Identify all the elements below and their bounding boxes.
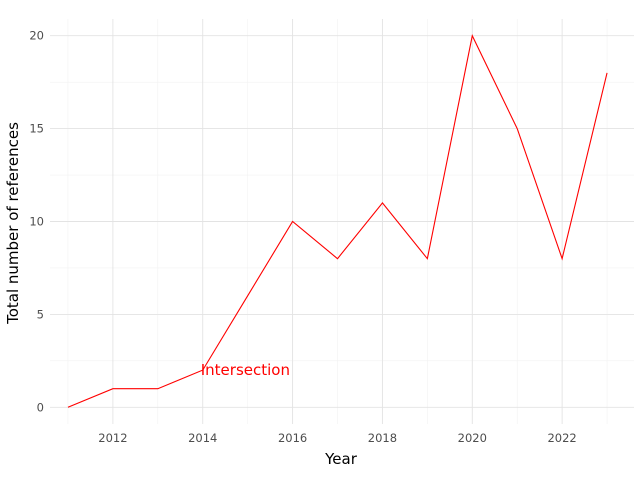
y-tick-label: 10	[29, 215, 44, 229]
annotation-label: Intersection	[201, 361, 290, 379]
x-tick-label: 2016	[278, 431, 307, 445]
x-tick-label: 2020	[458, 431, 487, 445]
annotation-layer: Intersection	[201, 361, 290, 379]
grid	[50, 19, 634, 424]
y-tick-label: 0	[37, 400, 44, 414]
x-axis-title: Year	[324, 450, 358, 468]
x-tick-label: 2018	[368, 431, 397, 445]
y-tick-label: 20	[29, 29, 44, 43]
x-tick-label: 2012	[98, 431, 127, 445]
y-tick-label: 5	[37, 307, 44, 321]
y-axis-title: Total number of references	[4, 122, 22, 325]
y-axis-ticks: 0 5 10 15 20	[29, 29, 44, 415]
y-tick-label: 15	[29, 122, 44, 136]
series-line-1	[67, 34, 608, 408]
x-axis-ticks: 2012 2014 2016 2018 2020 2022	[98, 431, 577, 445]
series-layer	[67, 34, 608, 408]
x-tick-label: 2022	[547, 431, 576, 445]
x-tick-label: 2014	[188, 431, 217, 445]
